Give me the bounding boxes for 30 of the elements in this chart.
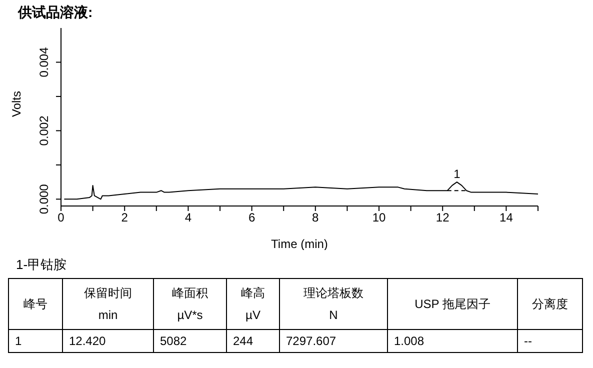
x-tick-label: 8 xyxy=(312,210,320,225)
text: 7297.607 xyxy=(280,330,388,352)
text: 5082 xyxy=(154,330,226,352)
y-tick-label: 0.002 xyxy=(37,115,51,146)
text: -- xyxy=(518,330,582,352)
chart-title: 供试品溶液: xyxy=(18,4,93,22)
x-tick-label: 0 xyxy=(58,210,65,225)
x-tick-label: 12 xyxy=(436,210,450,225)
text: 12.420 xyxy=(62,330,154,352)
text: 峰号 xyxy=(8,278,62,330)
text: USP 拖尾因子 xyxy=(388,278,518,330)
text: 244 xyxy=(226,330,280,352)
y-tick-label: 0.004 xyxy=(37,46,51,78)
x-tick-label: 6 xyxy=(248,210,256,225)
annotation: 1 xyxy=(454,167,461,182)
x-tick-label: 2 xyxy=(121,210,128,225)
text: 1.008 xyxy=(388,330,518,352)
text: 分离度 xyxy=(518,278,582,330)
text: 1 xyxy=(8,330,62,352)
x-tick-label: 4 xyxy=(184,210,192,225)
x-tick-label: 14 xyxy=(500,210,514,225)
x-tick-label: 10 xyxy=(372,210,386,225)
y-axis-title: Volts xyxy=(9,90,24,117)
text: 保留时间 min xyxy=(62,278,154,330)
text: 峰面积 µV*s xyxy=(154,278,226,330)
text: 理论塔板数 N xyxy=(280,278,388,330)
y-tick-label: 0.000 xyxy=(37,184,51,214)
text: 峰高 µV xyxy=(226,278,280,330)
text: 1-甲钴胺 xyxy=(16,256,67,274)
line-series xyxy=(64,182,538,200)
